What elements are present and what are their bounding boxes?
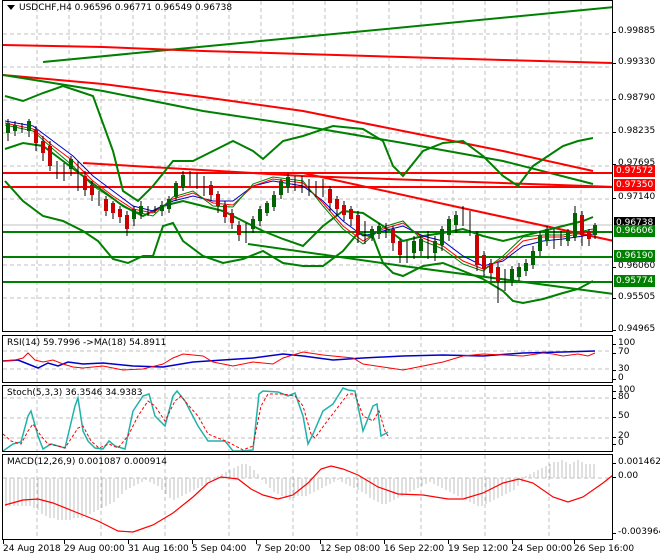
- level-tag-support-3: 0.95774: [614, 275, 656, 287]
- red-trendline-1: [82, 162, 612, 188]
- grid: [3, 1, 612, 331]
- rsi-line: [3, 351, 596, 371]
- stoch-canvas: [3, 386, 612, 451]
- level-tag-resistance-1: 0.97572: [614, 165, 656, 177]
- symbol-ohlc-label: USDCHF,H4 0.96596 0.96771 0.96549 0.9673…: [19, 3, 233, 13]
- rsi-tick: 70: [613, 347, 629, 357]
- time-label: 7 Sep 20:00: [256, 540, 311, 554]
- bollinger-middle: [4, 141, 594, 248]
- red-ma-long: [3, 74, 594, 172]
- rsi-tick: 100: [613, 338, 635, 348]
- price-tick: 0.97695: [613, 158, 655, 168]
- stoch-tick: 50: [613, 411, 629, 421]
- level-tag-support-1: 0.96606: [614, 225, 656, 237]
- time-label: 24 Aug 2018: [3, 540, 61, 554]
- long-uptrend-line: [42, 6, 612, 63]
- stoch-tick: 20: [613, 431, 629, 441]
- macd-signal-line: [4, 465, 612, 533]
- rsi-canvas: [3, 336, 612, 382]
- macd-title: MACD(12,26,9) 0.001087 0.000914: [7, 457, 167, 467]
- rsi-panel[interactable]: RSI(14) 59.7996 ->MA(18) 54.8911: [2, 335, 613, 383]
- dropdown-triangle-icon[interactable]: [7, 5, 15, 10]
- time-label: 12 Sep 08:00: [320, 540, 381, 554]
- price-tick: 0.97140: [613, 192, 655, 202]
- level-tag-support-2: 0.96190: [614, 250, 656, 262]
- ma-green: [4, 124, 594, 272]
- time-label: 26 Sep 16:00: [574, 540, 635, 554]
- stoch-axis: 100 80 50 20 0: [613, 385, 660, 452]
- time-label: 16 Sep 22:00: [384, 540, 445, 554]
- rsi-tick: 30: [613, 364, 629, 374]
- stoch-title: Stoch(5,3,3) 36.3546 34.9383: [7, 388, 143, 398]
- stoch-d-line: [3, 393, 389, 451]
- bollinger-upper: [4, 84, 594, 203]
- macd-histogram: [5, 460, 595, 520]
- macd-tick: 0.001462: [613, 457, 660, 467]
- rsi-axis: 100 70 30 0: [613, 335, 660, 383]
- price-tick: 0.96060: [613, 261, 655, 271]
- stoch-tick: 0: [613, 438, 624, 448]
- price-axis: 0.99885 0.99330 0.98790 0.98235 0.97695 …: [613, 0, 660, 334]
- chart-title: USDCHF,H4 0.96596 0.96771 0.96549 0.9673…: [7, 3, 232, 13]
- level-tag-resistance-2: 0.97350: [614, 179, 656, 191]
- stochastic-panel[interactable]: Stoch(5,3,3) 36.3546 34.9383: [2, 385, 613, 452]
- rsi-tick: 0: [613, 373, 624, 383]
- long-red-line: [3, 44, 612, 64]
- green-trendline: [247, 243, 612, 295]
- time-axis: 24 Aug 2018 29 Aug 00:00 31 Aug 16:00 5 …: [2, 540, 634, 560]
- time-label: 5 Sep 04:00: [192, 540, 247, 554]
- red-trendline-2: [302, 172, 612, 242]
- price-tick: 0.94965: [613, 324, 655, 334]
- price-chart-panel[interactable]: USDCHF,H4 0.96596 0.96771 0.96549 0.9673…: [2, 0, 613, 332]
- rsi-title: RSI(14) 59.7996 ->MA(18) 54.8911: [7, 338, 167, 348]
- price-tick: 0.95505: [613, 292, 655, 302]
- stoch-tick: 80: [613, 392, 629, 402]
- rsi-ma-line: [3, 350, 596, 369]
- green-ma-long: [3, 74, 594, 185]
- price-tick: 0.98790: [613, 93, 655, 103]
- macd-tick: -0.003964: [613, 527, 660, 537]
- macd-canvas: [3, 455, 612, 539]
- ma-red: [4, 122, 594, 270]
- price-chart-canvas: [3, 1, 612, 331]
- price-tick: 0.99330: [613, 57, 655, 67]
- time-label: 24 Sep 00:00: [512, 540, 573, 554]
- macd-tick: 0.00: [613, 471, 638, 481]
- time-label: 29 Aug 00:00: [64, 540, 125, 554]
- stoch-tick: 100: [613, 385, 635, 395]
- macd-panel[interactable]: MACD(12,26,9) 0.001087 0.000914: [2, 454, 613, 540]
- time-label: 31 Aug 16:00: [128, 540, 189, 554]
- price-tick: 0.98235: [613, 126, 655, 136]
- price-tick: 0.99885: [613, 26, 655, 36]
- candlesticks: [6, 119, 597, 303]
- time-label: 19 Sep 12:00: [448, 540, 509, 554]
- bollinger-lower: [4, 180, 594, 305]
- macd-axis: 0.001462 0.00 -0.003964: [613, 454, 660, 540]
